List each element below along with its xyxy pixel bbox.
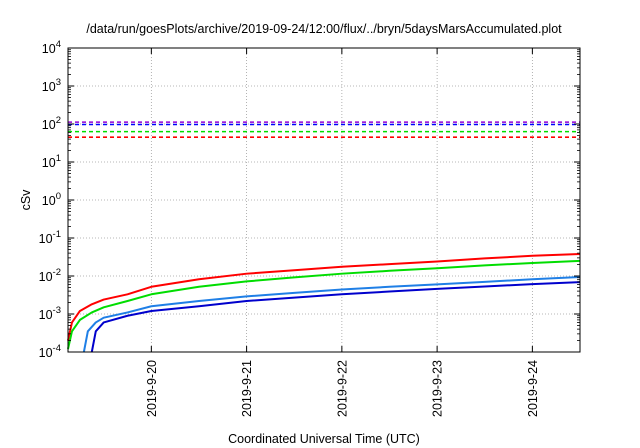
- series-line: [67, 259, 581, 350]
- y-tick-label: 101: [42, 153, 61, 170]
- x-tick-labels: 2019-9-20 2019-9-21 2019-9-22 2019-9-23 2019…: [145, 360, 540, 417]
- y-tick-label: 10-4: [39, 343, 61, 360]
- y-tick-base: 10: [42, 156, 56, 170]
- y-tick-exponent: -2: [53, 267, 61, 278]
- x-tick-label: 2019-9-22: [335, 360, 349, 417]
- y-tick-label: 102: [42, 115, 61, 132]
- x-axis-label: Coordinated Universal Time (UTC): [228, 432, 420, 446]
- y-tick-base: 10: [42, 194, 56, 208]
- x-tick-label: 2019-9-24: [526, 360, 540, 417]
- ticks: [68, 47, 580, 353]
- series-line: [90, 281, 581, 353]
- y-tick-exponent: 2: [56, 115, 61, 126]
- y-tick-exponent: 1: [56, 153, 61, 164]
- y-tick-label: 103: [42, 77, 61, 94]
- y-tick-base: 10: [39, 346, 53, 360]
- y-tick-exponent: -1: [53, 229, 61, 240]
- series-line: [82, 276, 581, 353]
- y-axis-label: cSv: [19, 189, 33, 211]
- y-tick-base: 10: [39, 270, 53, 284]
- y-tick-exponent: 0: [56, 191, 61, 202]
- x-tick-label: 2019-9-20: [145, 360, 159, 417]
- y-tick-exponent: 3: [56, 77, 61, 88]
- y-tick-exponent: -3: [53, 305, 61, 316]
- y-tick-base: 10: [42, 80, 56, 94]
- series-layer: [67, 121, 581, 353]
- series-line: [67, 252, 581, 341]
- y-tick-base: 10: [39, 308, 53, 322]
- grid: [68, 48, 580, 352]
- x-tick-label: 2019-9-21: [240, 360, 254, 417]
- y-tick-label: 10-2: [39, 267, 61, 284]
- y-tick-label: 104: [42, 39, 61, 56]
- chart-title: /data/run/goesPlots/archive/2019-09-24/1…: [86, 22, 562, 36]
- y-tick-label: 100: [42, 191, 61, 208]
- y-tick-base: 10: [42, 118, 56, 132]
- y-tick-label: 10-3: [39, 305, 61, 322]
- y-tick-exponent: -4: [53, 343, 61, 354]
- y-tick-base: 10: [39, 232, 53, 246]
- y-tick-base: 10: [42, 42, 56, 56]
- y-tick-exponent: 4: [56, 39, 61, 50]
- x-tick-label: 2019-9-23: [431, 360, 445, 417]
- y-tick-label: 10-1: [39, 229, 61, 246]
